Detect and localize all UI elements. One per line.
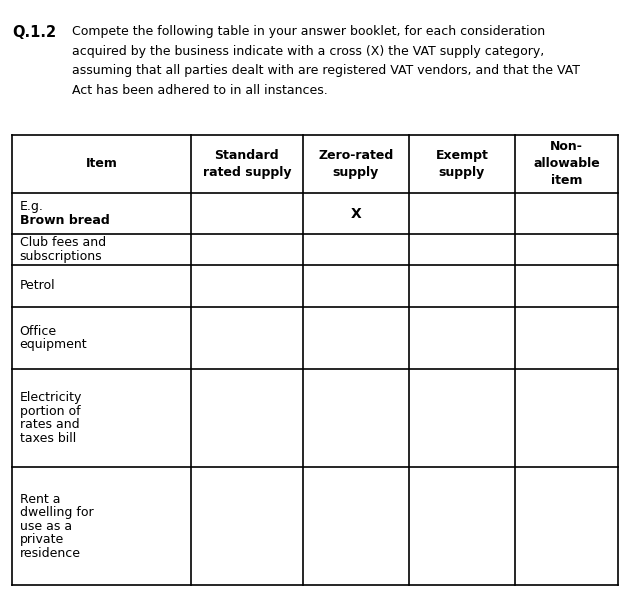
Text: residence: residence <box>20 546 81 559</box>
Text: Q.1.2: Q.1.2 <box>12 25 56 40</box>
Text: Electricity: Electricity <box>20 391 82 404</box>
Text: dwelling for: dwelling for <box>20 506 93 519</box>
Text: Exempt
supply: Exempt supply <box>435 149 488 179</box>
Text: use as a: use as a <box>20 519 72 533</box>
Text: Brown bread: Brown bread <box>20 214 110 227</box>
Text: Petrol: Petrol <box>20 279 55 293</box>
Text: Office: Office <box>20 325 57 338</box>
Text: Item: Item <box>86 157 117 170</box>
Text: Club fees and: Club fees and <box>20 236 106 250</box>
Text: X: X <box>350 207 361 220</box>
Text: taxes bill: taxes bill <box>20 432 76 445</box>
Text: Compete the following table in your answer booklet, for each consideration
acqui: Compete the following table in your answ… <box>72 25 580 97</box>
Text: portion of: portion of <box>20 405 80 418</box>
Text: private: private <box>20 533 64 546</box>
Text: rates and: rates and <box>20 418 79 431</box>
Text: subscriptions: subscriptions <box>20 250 102 263</box>
Text: Zero-rated
supply: Zero-rated supply <box>318 149 394 179</box>
Text: E.g.: E.g. <box>20 200 43 213</box>
Text: Rent a: Rent a <box>20 493 60 506</box>
Text: equipment: equipment <box>20 338 87 351</box>
Text: Non-
allowable
item: Non- allowable item <box>533 140 600 187</box>
Text: Standard
rated supply: Standard rated supply <box>203 149 291 179</box>
